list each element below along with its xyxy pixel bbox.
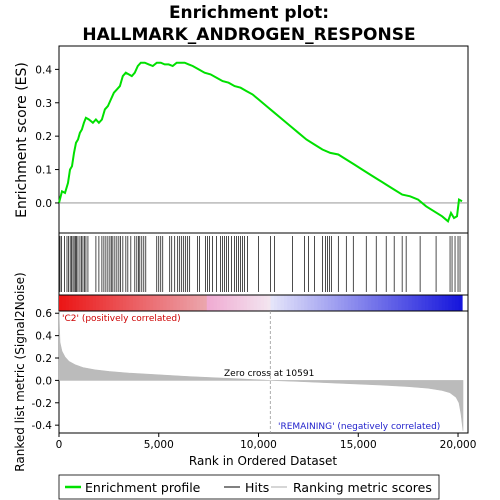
- metric-axis-label: Ranked list metric (Signal2Noise): [13, 272, 27, 471]
- chart-title-line-1: Enrichment plot:: [169, 3, 329, 23]
- rank-gradient-bar: [59, 296, 463, 311]
- es-y-tick-label: 0.2: [35, 131, 52, 143]
- gradient-segment: [459, 296, 463, 311]
- x-tick-label: 0: [56, 439, 63, 451]
- x-tick-label: 15,000: [340, 439, 377, 451]
- metric-y-tick-label: -0.4: [32, 420, 53, 432]
- x-tick-label: 5,000: [144, 439, 174, 451]
- x-tick-label: 20,000: [440, 439, 477, 451]
- legend-label-hits: Hits: [245, 480, 269, 495]
- es-y-tick-label: 0.4: [35, 64, 52, 76]
- negative-correlation-label: 'REMAINING' (negatively correlated): [278, 422, 440, 432]
- legend-label-enrichment: Enrichment profile: [85, 480, 201, 495]
- x-axis-label: Rank in Ordered Dataset: [189, 454, 337, 468]
- es-panel-frame: [59, 46, 468, 233]
- es-y-tick-label: 0.0: [35, 198, 52, 210]
- zero-cross-label: Zero cross at 10591: [224, 369, 314, 379]
- es-axis-label: Enrichment score (ES): [14, 62, 30, 218]
- metric-y-tick-label: 0.0: [35, 375, 52, 387]
- metric-y-tick-label: 0.4: [35, 331, 52, 343]
- es-y-tick-label: 0.3: [35, 98, 52, 110]
- legend-label-metric: Ranking metric scores: [293, 480, 432, 495]
- es-y-tick-label: 0.1: [35, 165, 52, 177]
- metric-y-tick-label: 0.2: [35, 353, 52, 365]
- chart-title-line-2: HALLMARK_ANDROGEN_RESPONSE: [82, 25, 415, 45]
- metric-y-tick-label: -0.2: [32, 398, 53, 410]
- metric-y-tick-label: 0.6: [35, 308, 52, 320]
- x-tick-label: 10,000: [240, 439, 277, 451]
- positive-correlation-label: 'C2' (positively correlated): [62, 314, 181, 324]
